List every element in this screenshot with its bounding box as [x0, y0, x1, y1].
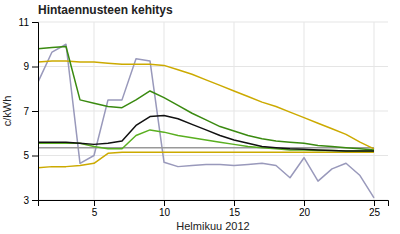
series-line — [38, 46, 374, 149]
series-line — [38, 147, 374, 149]
x-tick: 25 — [369, 200, 381, 218]
y-tick: 3 — [23, 195, 38, 206]
x-tick: 5 — [92, 200, 98, 218]
y-tick: 5 — [23, 150, 38, 161]
x-tick-mark — [164, 200, 165, 206]
lines — [38, 44, 374, 198]
y-axis-title: c/kWh — [1, 96, 13, 127]
y-axis: 3 5 7 9 11 — [19, 17, 39, 206]
x-tick-label: 25 — [369, 207, 381, 218]
x-tick-mark — [234, 200, 235, 206]
x-tick-label: 20 — [299, 207, 311, 218]
x-tick-label: 5 — [92, 207, 98, 218]
y-tick-mark — [32, 156, 38, 157]
y-tick: 7 — [23, 106, 38, 117]
x-axis-title: Helmikuu 2012 — [176, 220, 249, 232]
chart: 5 10 15 20 25 3 5 7 9 11 Hintaennusteen kehitys Hel… — [0, 0, 400, 234]
x-tick: 10 — [159, 200, 171, 218]
y-tick: 9 — [23, 61, 38, 72]
y-grid-line — [38, 155, 388, 156]
x-tick-mark — [304, 200, 305, 206]
x-tick-mark — [374, 200, 375, 206]
y-tick-label: 7 — [23, 106, 29, 117]
title: Hintaennusteen kehitys — [38, 3, 173, 17]
y-grid-line — [38, 111, 388, 112]
x-axis-line — [39, 201, 389, 207]
series-line — [38, 152, 374, 168]
x-tick: 15 — [229, 200, 241, 218]
x-tick-mark — [94, 200, 95, 206]
y-tick-label: 9 — [23, 61, 29, 72]
y-tick-label: 3 — [23, 195, 29, 206]
x-tick: 20 — [299, 200, 311, 218]
x-axis: 5 10 15 20 25 — [39, 200, 389, 218]
y-tick-label: 11 — [19, 17, 30, 28]
series-line — [38, 130, 374, 151]
y-grid-line — [38, 66, 388, 67]
y-tick-label: 5 — [23, 150, 29, 161]
y-tick-mark — [32, 200, 38, 201]
y-tick-mark — [32, 22, 38, 23]
y-tick: 11 — [19, 17, 38, 28]
y-tick-mark — [32, 111, 38, 112]
y-grid-line — [38, 22, 388, 23]
x-tick-label: 15 — [229, 207, 241, 218]
series-line — [38, 44, 374, 198]
grid — [38, 22, 388, 200]
x-tick-label: 10 — [159, 207, 171, 218]
series-line — [38, 61, 374, 149]
y-axis-line — [32, 23, 39, 201]
y-tick-mark — [32, 67, 38, 68]
series-line — [38, 115, 374, 151]
